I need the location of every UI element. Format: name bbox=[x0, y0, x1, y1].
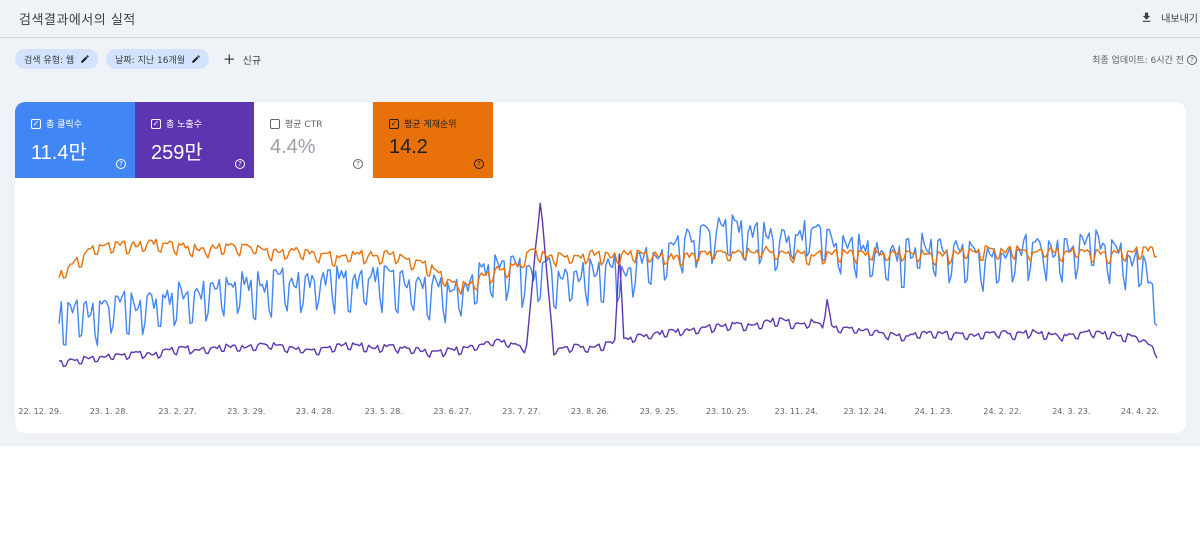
help-icon[interactable]: ? bbox=[474, 159, 484, 169]
plus-icon: + bbox=[223, 50, 236, 68]
x-tick-label: 23. 4. 28. bbox=[296, 407, 334, 416]
panel-header: 검색결과에서의 실적 내보내기 bbox=[0, 0, 1200, 38]
x-tick-label: 23. 9. 25. bbox=[640, 407, 678, 416]
filter-bar: 검색 유형: 웹 날짜: 지난 16개월 + 신규 bbox=[15, 49, 261, 69]
help-icon[interactable]: ? bbox=[1187, 54, 1197, 65]
metric-average-ctr[interactable]: 평균 CTR 4.4% ? bbox=[254, 102, 373, 178]
edit-icon bbox=[81, 55, 89, 63]
chip-label: 날짜: 지난 16개월 bbox=[115, 55, 186, 66]
x-tick-label: 24. 3. 23. bbox=[1052, 407, 1090, 416]
filter-chip-date[interactable]: 날짜: 지난 16개월 bbox=[106, 49, 210, 69]
x-tick-label: 22. 12. 29. bbox=[18, 407, 61, 416]
x-tick-label: 24. 4. 22. bbox=[1121, 407, 1159, 416]
export-label: 내보내기 bbox=[1161, 13, 1198, 25]
series-line-1 bbox=[58, 202, 1158, 368]
filter-chip-search-type[interactable]: 검색 유형: 웹 bbox=[15, 49, 99, 69]
checkbox-checked-icon: ✓ bbox=[389, 118, 399, 129]
performance-panel: 검색결과에서의 실적 내보내기 검색 유형: 웹 날짜: 지난 16개월 + 신… bbox=[0, 0, 1200, 446]
series-line-2 bbox=[58, 238, 1158, 296]
x-tick-label: 23. 12. 24. bbox=[843, 407, 886, 416]
page-title: 검색결과에서의 실적 bbox=[19, 13, 136, 28]
metric-total-clicks[interactable]: ✓ 총 클릭수 11.4만 ? bbox=[15, 102, 135, 178]
help-icon[interactable]: ? bbox=[235, 159, 245, 169]
x-tick-label: 23. 6. 27. bbox=[433, 407, 471, 416]
last-update-info: 최종 업데이트: 6시간 전 ? bbox=[1092, 53, 1197, 66]
metric-average-position[interactable]: ✓ 평균 게재순위 14.2 ? bbox=[373, 102, 493, 178]
new-filter-label: 신규 bbox=[242, 55, 262, 67]
metric-total-impressions[interactable]: ✓ 총 노출수 259만 ? bbox=[135, 102, 254, 178]
metric-label: 평균 CTR bbox=[285, 120, 323, 130]
metric-value: 259만 bbox=[151, 142, 203, 164]
export-button[interactable]: 내보내기 bbox=[1140, 8, 1198, 26]
checkbox-checked-icon: ✓ bbox=[31, 118, 41, 129]
help-icon[interactable]: ? bbox=[353, 159, 363, 169]
performance-line-chart[interactable]: 22. 12. 29. 23. 1. 28. 23. 2. 27. 23. 3. 29… bbox=[15, 178, 1186, 433]
x-tick-label: 23. 3. 29. bbox=[227, 407, 265, 416]
x-tick-label: 23. 10. 25. bbox=[706, 407, 749, 416]
series-line-0 bbox=[58, 214, 1158, 347]
checkbox-checked-icon: ✓ bbox=[151, 118, 161, 129]
x-tick-label: 23. 1. 28. bbox=[90, 407, 128, 416]
metric-label: 총 클릭수 bbox=[46, 120, 82, 130]
metric-value: 14.2 bbox=[389, 136, 428, 158]
x-tick-label: 23. 8. 26. bbox=[571, 407, 609, 416]
x-tick-label: 24. 2. 22. bbox=[983, 407, 1021, 416]
edit-icon bbox=[192, 55, 200, 63]
x-tick-label: 23. 5. 28. bbox=[365, 407, 403, 416]
last-update-text: 최종 업데이트: 6시간 전 bbox=[1092, 56, 1184, 66]
x-tick-label: 23. 2. 27. bbox=[158, 407, 196, 416]
chip-label: 검색 유형: 웹 bbox=[24, 55, 75, 66]
metric-value: 11.4만 bbox=[31, 142, 87, 164]
performance-card: ✓ 총 클릭수 11.4만 ? ✓ 총 노출수 259만 ? 평균 CTR 4.… bbox=[15, 102, 1186, 433]
metric-label: 총 노출수 bbox=[166, 120, 202, 130]
x-tick-label: 23. 11. 24. bbox=[775, 407, 818, 416]
x-tick-label: 24. 1. 23. bbox=[915, 407, 953, 416]
metric-value: 4.4% bbox=[270, 136, 316, 158]
checkbox-unchecked-icon bbox=[270, 118, 280, 129]
new-filter-button[interactable]: + 신규 bbox=[223, 52, 261, 67]
help-icon[interactable]: ? bbox=[116, 159, 126, 169]
metric-label: 평균 게재순위 bbox=[404, 120, 457, 130]
download-icon bbox=[1142, 12, 1151, 22]
x-tick-label: 23. 7. 27. bbox=[502, 407, 540, 416]
